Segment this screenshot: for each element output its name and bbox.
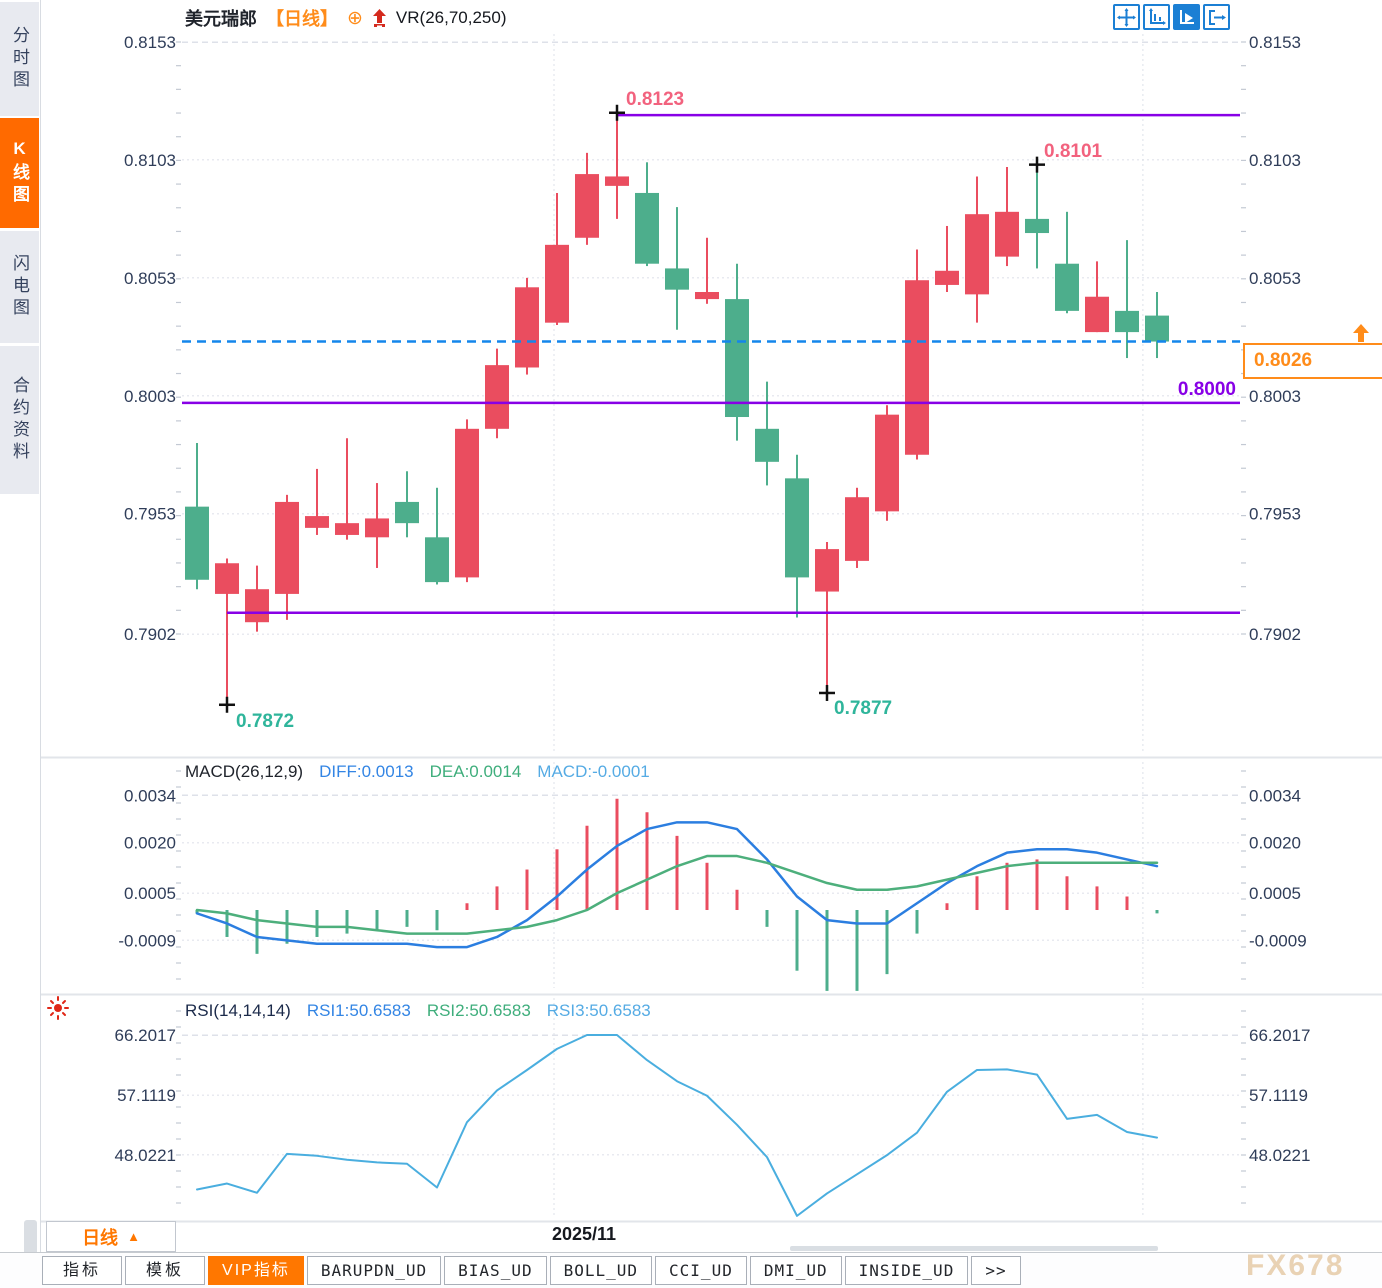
- pane-separators: [40, 756, 1382, 1223]
- tab-dmi-ud[interactable]: DMI_UD: [749, 1256, 842, 1285]
- svg-text:0.0020: 0.0020: [124, 834, 176, 853]
- sidebar-item-contract-info[interactable]: 合约资料: [0, 346, 39, 494]
- horizontal-scrollbar[interactable]: [790, 1246, 1158, 1251]
- rsi-header: RSI(14,14,14) RSI1:50.6583 RSI2:50.6583 …: [185, 1001, 651, 1021]
- macd-header: MACD(26,12,9) DIFF:0.0013 DEA:0.0014 MAC…: [185, 762, 650, 782]
- sidebar-item-label: 合约资料: [10, 376, 29, 464]
- indicator-tab-bar: 指标 模板 VIP指标 BARUPDN_UD BIAS_UD BOLL_UD C…: [0, 1252, 1382, 1288]
- svg-text:0.0005: 0.0005: [124, 884, 176, 903]
- play-chart-icon[interactable]: [1173, 4, 1200, 30]
- support-resistance-lines: [182, 113, 1240, 615]
- alert-radiating-icon: [45, 994, 71, 1027]
- high-price-label: 0.8101: [1044, 141, 1103, 162]
- svg-text:57.1119: 57.1119: [1249, 1086, 1308, 1105]
- macd-title: MACD(26,12,9): [185, 762, 304, 781]
- tab-boll-ud[interactable]: BOLL_UD: [549, 1256, 653, 1285]
- macd-diff-line: [195, 821, 1159, 949]
- svg-text:0.7953: 0.7953: [1249, 505, 1301, 524]
- tab-cci-ud[interactable]: CCI_UD: [655, 1256, 747, 1285]
- svg-text:0.8103: 0.8103: [1249, 151, 1301, 170]
- svg-text:-0.0009: -0.0009: [1249, 931, 1307, 950]
- sidebar-item-label: 分时图: [10, 26, 29, 92]
- svg-text:0.0005: 0.0005: [1249, 884, 1301, 903]
- rsi-title: RSI(14,14,14): [185, 1001, 291, 1020]
- macd-histogram: [195, 798, 1159, 991]
- period-tag: 【日线】: [266, 9, 338, 29]
- svg-text:48.0221: 48.0221: [1249, 1146, 1310, 1165]
- sidebar-item-label: K线图: [10, 139, 29, 207]
- tab-templates[interactable]: 模板: [125, 1256, 206, 1285]
- sidebar-item-label: 闪电图: [10, 254, 29, 320]
- candles-series: [185, 112, 1169, 705]
- axis-pan-icon[interactable]: [1143, 4, 1170, 30]
- sidebar-item-time-chart[interactable]: 分时图: [0, 2, 39, 116]
- svg-text:-0.0009: -0.0009: [118, 931, 176, 950]
- red-up-arrow-icon: [372, 8, 387, 28]
- low-price-label: 0.7872: [236, 711, 295, 732]
- exit-chart-icon[interactable]: [1203, 4, 1230, 30]
- fx678-watermark: FX678: [1246, 1249, 1345, 1282]
- tab-bias-ud[interactable]: BIAS_UD: [444, 1256, 547, 1285]
- sidebar: 分时图 K线图 闪电图 合约资料: [0, 0, 41, 1288]
- svg-text:0.7902: 0.7902: [1249, 625, 1301, 644]
- price-up-arrow-icon: [1350, 324, 1372, 348]
- macd-dea-value: DEA:0.0014: [429, 762, 522, 781]
- svg-text:0.8003: 0.8003: [124, 387, 176, 406]
- macd-macd-value: MACD:-0.0001: [537, 762, 650, 781]
- chart-toolbar: [1113, 4, 1230, 30]
- svg-text:0.8053: 0.8053: [1249, 269, 1301, 288]
- svg-text:66.2017: 66.2017: [1249, 1026, 1310, 1045]
- sidebar-item-kline-chart[interactable]: K线图: [0, 118, 39, 228]
- rsi-line: [196, 1034, 1158, 1217]
- tab-barupdn-ud[interactable]: BARUPDN_UD: [306, 1256, 442, 1285]
- svg-text:0.0020: 0.0020: [1249, 834, 1301, 853]
- triangle-up-icon: ▲: [127, 1229, 140, 1244]
- period-selector-button[interactable]: 日线 ▲: [46, 1221, 176, 1252]
- rsi3-value: RSI3:50.6583: [546, 1001, 651, 1020]
- svg-text:0.8103: 0.8103: [124, 151, 176, 170]
- tab-more[interactable]: >>: [971, 1256, 1021, 1285]
- chart-title-bar: 美元瑞郎 【日线】 ⊕ VR(26,70,250): [185, 5, 507, 31]
- current-price-box: 0.8026: [1243, 343, 1382, 379]
- svg-text:0.7902: 0.7902: [124, 625, 176, 644]
- svg-text:0.8153: 0.8153: [124, 33, 176, 52]
- symbol-name: 美元瑞郎: [185, 9, 257, 29]
- support-level-label: 0.8000: [1177, 379, 1236, 400]
- timeline-month-label: 2025/11: [552, 1224, 617, 1244]
- crosshair-move-icon[interactable]: [1113, 4, 1140, 30]
- indicator-label: VR(26,70,250): [395, 8, 507, 27]
- svg-text:0.7953: 0.7953: [124, 505, 176, 524]
- macd-dea-line: [195, 854, 1159, 935]
- target-circle-icon[interactable]: ⊕: [347, 7, 363, 29]
- tab-inside-ud[interactable]: INSIDE_UD: [844, 1256, 969, 1285]
- grid-and-axis-labels: 0.8153 0.8153 0.8103 0.8103 0.8053 0.8053 0.80…: [115, 33, 1310, 1218]
- period-selector-label: 日线: [82, 1227, 119, 1248]
- svg-text:0.8053: 0.8053: [124, 269, 176, 288]
- svg-text:0.0034: 0.0034: [1249, 786, 1301, 805]
- svg-text:66.2017: 66.2017: [115, 1026, 176, 1045]
- svg-text:0.8153: 0.8153: [1249, 33, 1301, 52]
- axis-minor-ticks: [176, 41, 1246, 1204]
- svg-text:0.8003: 0.8003: [1249, 387, 1301, 406]
- tab-vip-indicators[interactable]: VIP指标: [208, 1256, 304, 1285]
- rsi2-value: RSI2:50.6583: [426, 1001, 531, 1020]
- high-price-label: 0.8123: [626, 89, 685, 110]
- extreme-markers: [219, 104, 1045, 713]
- sidebar-item-flash-chart[interactable]: 闪电图: [0, 231, 39, 343]
- low-price-label: 0.7877: [834, 698, 893, 719]
- macd-diff-value: DIFF:0.0013: [319, 762, 414, 781]
- svg-text:48.0221: 48.0221: [115, 1146, 176, 1165]
- svg-text:57.1119: 57.1119: [117, 1086, 176, 1105]
- tab-indicators[interactable]: 指标: [42, 1256, 123, 1285]
- rsi1-value: RSI1:50.6583: [306, 1001, 411, 1020]
- svg-text:0.0034: 0.0034: [124, 786, 176, 805]
